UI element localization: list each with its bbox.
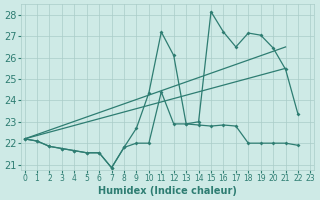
X-axis label: Humidex (Indice chaleur): Humidex (Indice chaleur): [98, 186, 237, 196]
